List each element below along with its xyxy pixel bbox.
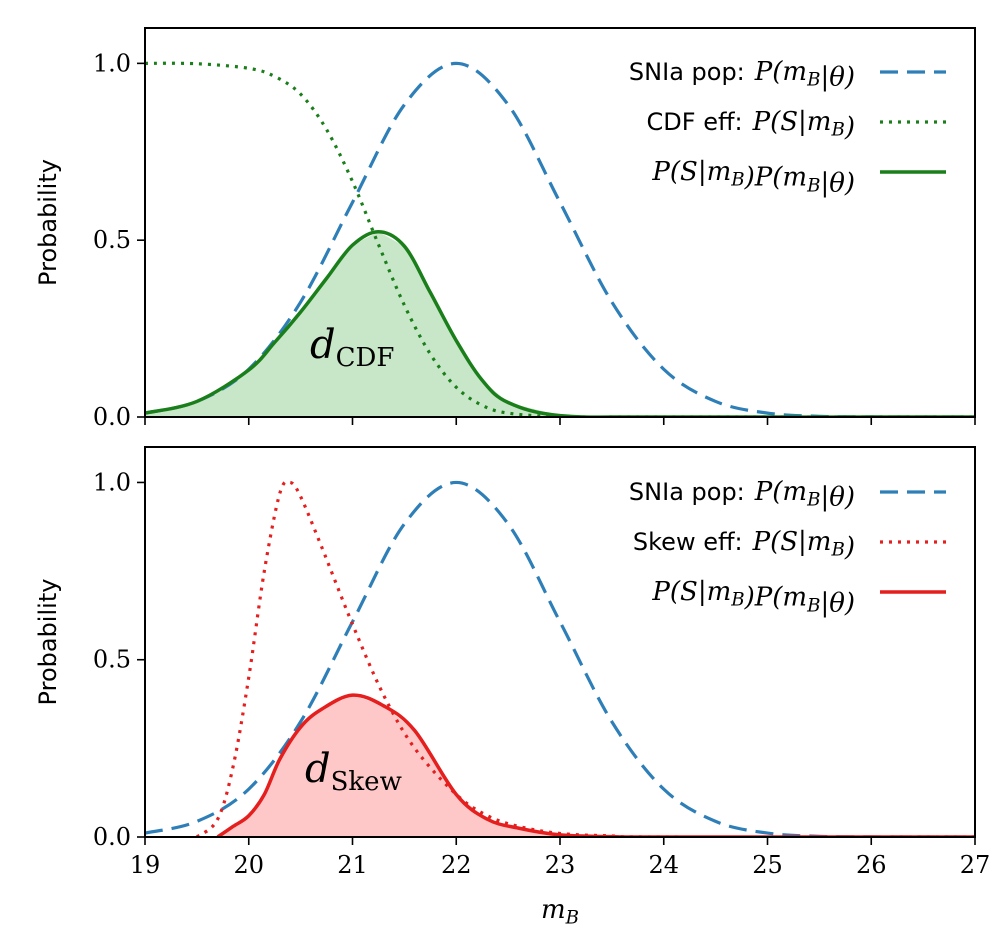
bottom-legend-math-efficiency: P(S|mB) [752,527,855,563]
top-area-annotation: dCDF [310,322,394,373]
bottom-series-efficiency [195,480,975,837]
top-y-axis-label: Probability [34,159,62,286]
bottom-x-tick-label: 19 [130,851,161,879]
top-legend: P(mB|θ) SNIa pop:P(S|mB) CDF eff: P(S|mB)P(… [629,57,946,198]
top-y-tick-label: 0.5 [93,226,131,254]
bottom-x-tick-label: 26 [856,851,887,879]
top-legend-label-population: SNIa pop: [629,58,745,86]
bottom-product-fill [217,695,975,837]
top-legend-math-population: P(mB|θ) [754,57,855,93]
bottom-legend-math-population: P(mB|θ) [754,477,855,513]
bottom-x-tick-label: 25 [752,851,783,879]
bottom-x-tick-label: 20 [233,851,264,879]
bottom-y-tick-label: 0.0 [93,823,131,851]
top-series-product [145,229,975,417]
top-panel: 0.0 0.5 1.0 Probability dCDF P(mB|θ) SNIa pop:… [34,27,976,431]
bottom-legend: P(mB|θ) SNIa pop:P(S|mB) Skew eff: P(S|mB)P… [629,477,946,618]
bottom-y-axis-label: Probability [34,579,62,706]
bottom-area-annotation: dSkew [305,746,402,797]
top-legend-math-product: P(S|mB)P(mB|θ) [651,157,855,198]
bottom-series-population [145,480,975,837]
top-product-fill [145,231,975,417]
bottom-y-tick-label: 1.0 [93,468,131,496]
top-y-tick-label: 1.0 [93,49,131,77]
top-series-population [145,61,975,417]
x-axis-label: mB [541,895,579,929]
bottom-legend-math-product: P(S|mB)P(mB|θ) [651,577,855,618]
top-y-tick-label: 0.0 [93,403,131,431]
bottom-x-tick-label: 27 [960,851,991,879]
top-legend-label-efficiency: CDF eff: [647,108,743,136]
bottom-x-tick-label: 21 [337,851,368,879]
bottom-legend-label-efficiency: Skew eff: [633,528,743,556]
bottom-y-tick-label: 0.5 [93,646,131,674]
top-legend-math-efficiency: P(S|mB) [752,107,855,143]
top-series-efficiency [145,61,975,417]
bottom-x-tick-label: 22 [441,851,472,879]
bottom-panel: 19 20 21 22 23 24 25 26 27 0.0 0.5 1.0 Probability mB… [34,446,991,929]
bottom-x-tick-label: 24 [648,851,679,879]
bottom-x-tick-label: 23 [545,851,576,879]
bottom-legend-label-population: SNIa pop: [629,478,745,506]
top-plot-area [145,61,975,417]
